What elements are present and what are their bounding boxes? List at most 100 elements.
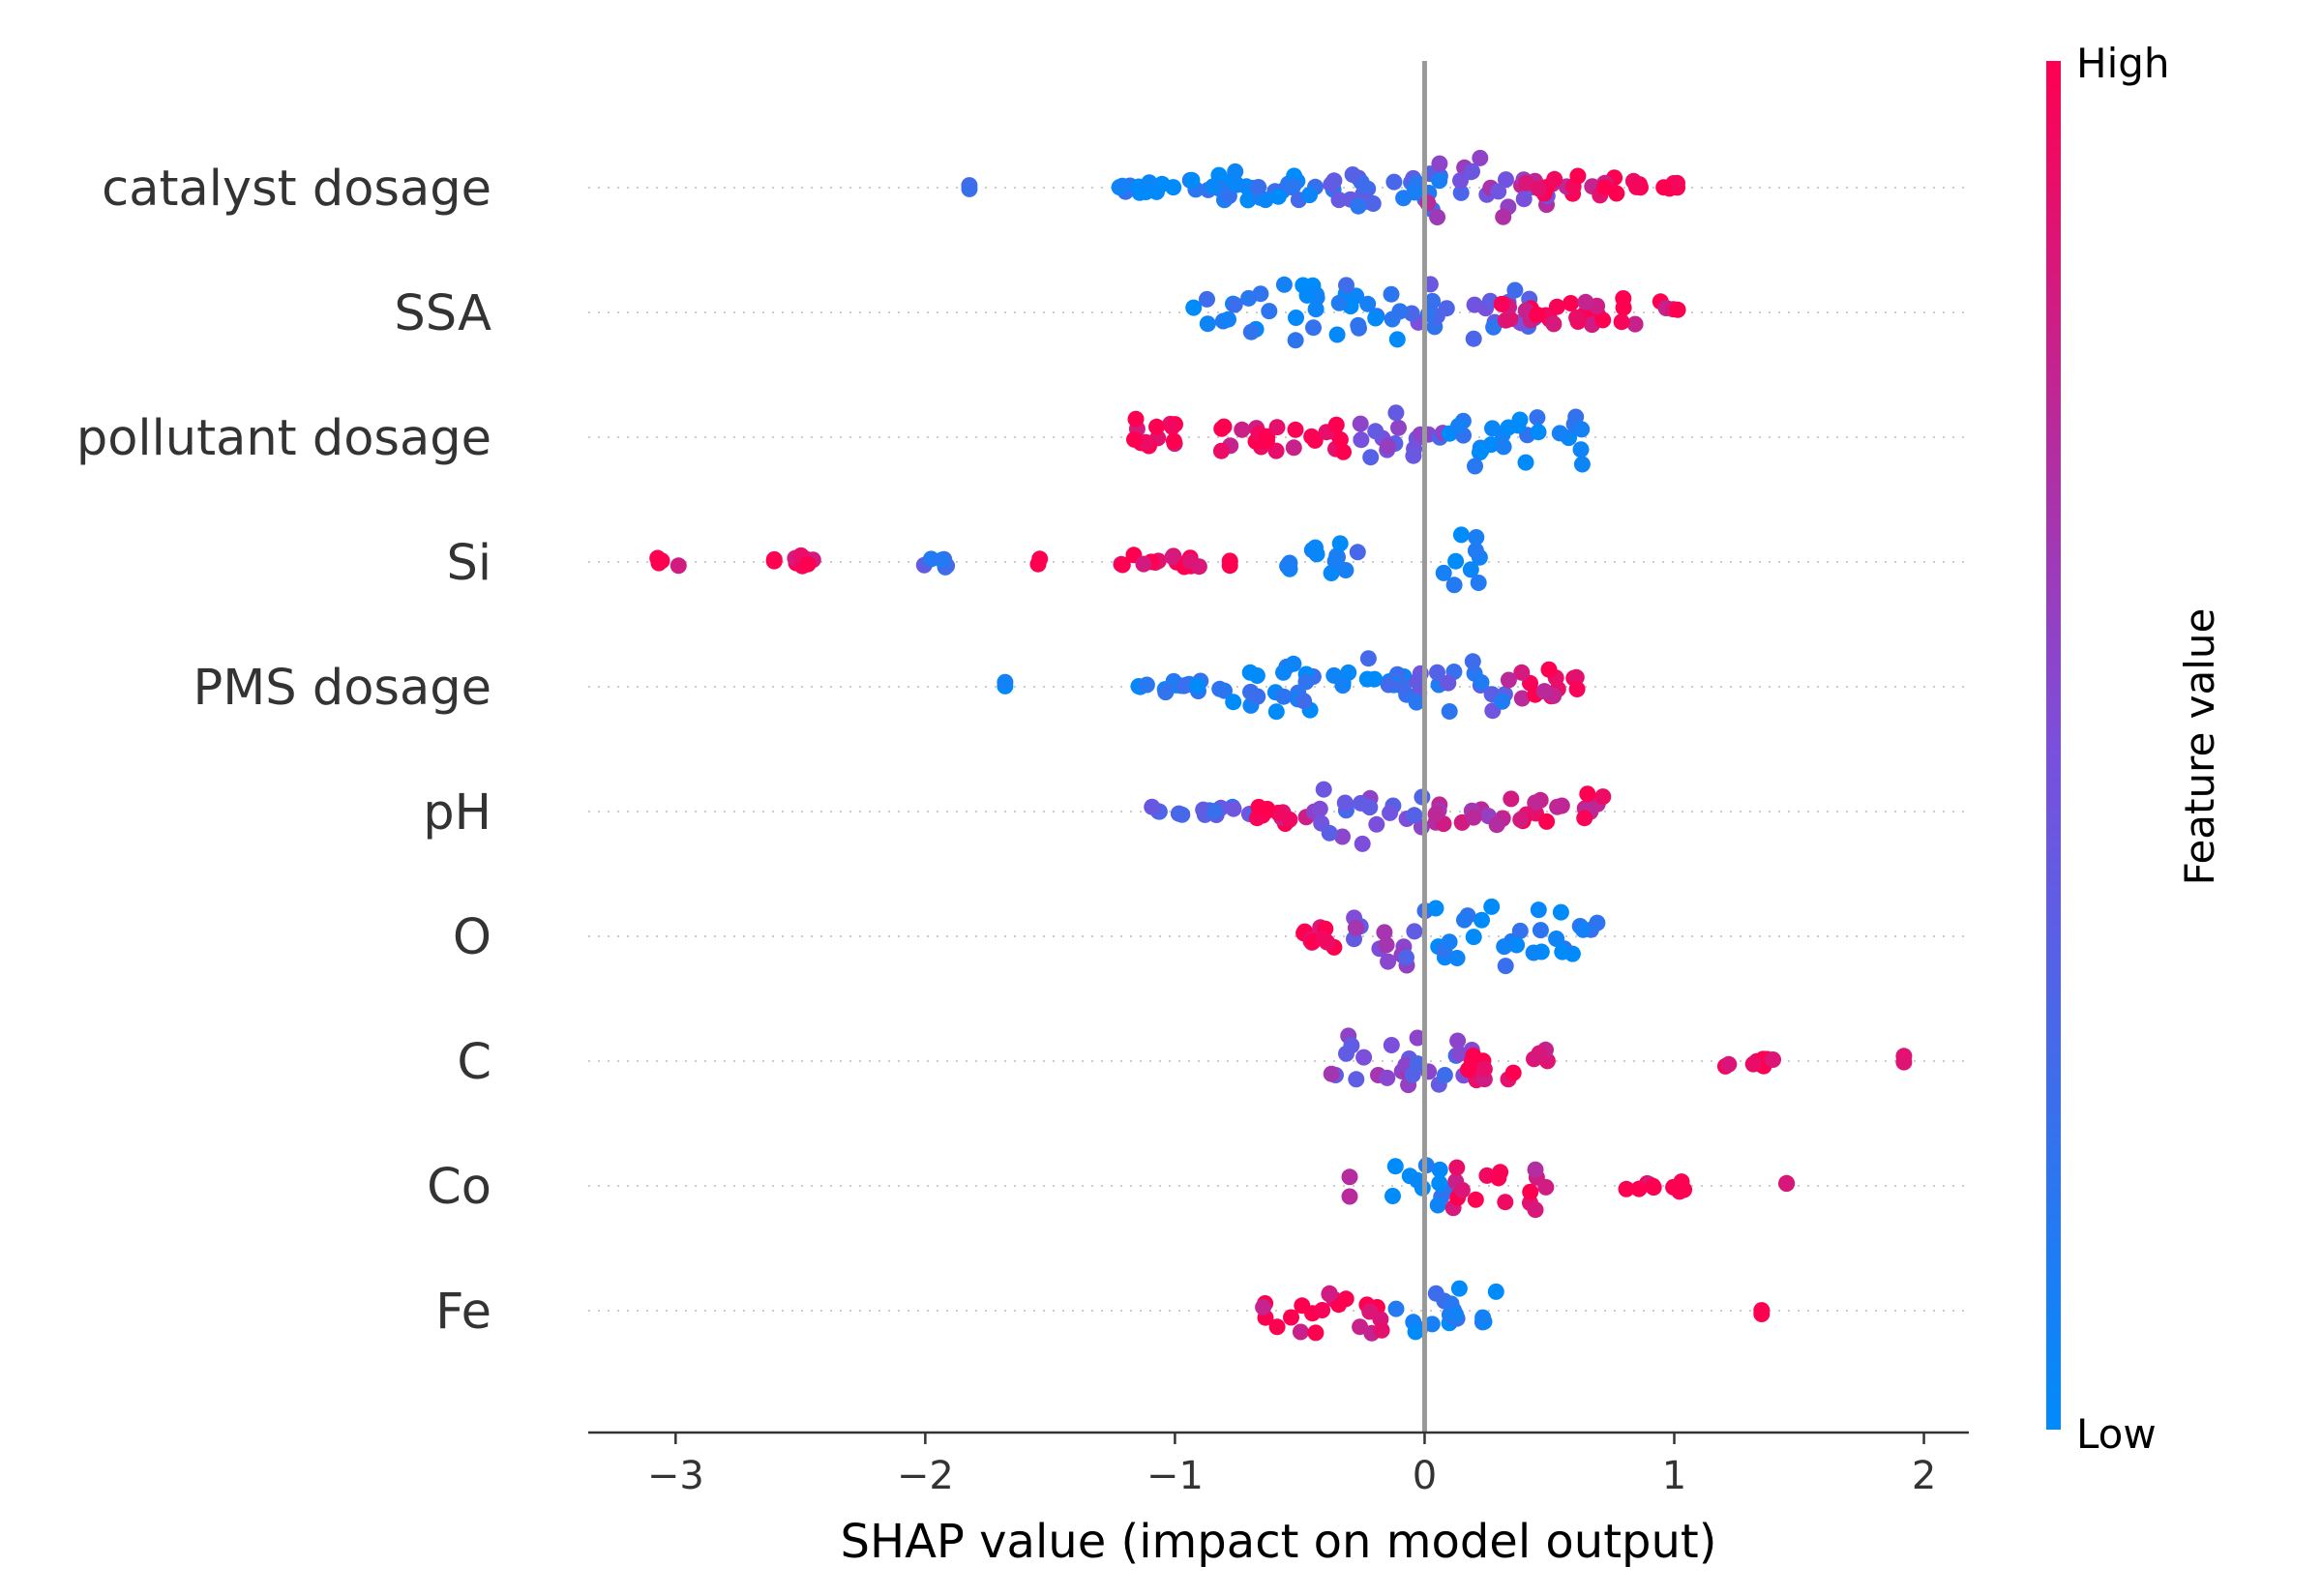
shap-point xyxy=(1285,439,1302,457)
shap-point xyxy=(1549,798,1566,815)
shap-point xyxy=(1513,690,1531,707)
shap-point xyxy=(1626,315,1644,333)
shap-point xyxy=(1354,835,1371,852)
feature-label: O xyxy=(453,909,491,966)
shap-point xyxy=(1407,1323,1424,1341)
shap-point xyxy=(1288,310,1304,326)
shap-point xyxy=(1440,674,1457,692)
shap-point xyxy=(1234,421,1251,438)
shap-point xyxy=(1655,179,1673,196)
shap-point xyxy=(1314,1302,1331,1318)
shap-point xyxy=(1473,442,1490,459)
shap-point xyxy=(1568,681,1586,697)
shap-point xyxy=(1453,1181,1471,1198)
shap-point xyxy=(1380,953,1397,970)
shap-point xyxy=(1331,431,1349,448)
shap-point xyxy=(1594,788,1612,806)
shap-point xyxy=(1673,1173,1690,1191)
shap-point xyxy=(1250,179,1267,195)
shap-point xyxy=(1347,919,1364,936)
shap-point xyxy=(1563,295,1579,311)
colorbar-low-label: Low xyxy=(2076,1410,2157,1458)
shap-point xyxy=(1669,301,1686,318)
shap-point xyxy=(1441,933,1458,951)
shap-point xyxy=(961,180,978,197)
shap-point xyxy=(1466,296,1483,313)
shap-point xyxy=(1287,421,1304,438)
shap-point xyxy=(1467,1191,1484,1208)
shap-point xyxy=(1613,313,1630,331)
shap-point xyxy=(1456,911,1473,929)
shap-point xyxy=(1242,323,1260,340)
shap-point xyxy=(1213,420,1231,437)
feature-label: C xyxy=(457,1034,491,1091)
shap-point xyxy=(1449,1032,1467,1049)
shap-point xyxy=(1529,409,1546,427)
shap-point xyxy=(1484,420,1501,437)
shap-point xyxy=(1359,295,1377,312)
colorbar-high-label: High xyxy=(2076,40,2170,87)
shap-point xyxy=(1226,296,1243,313)
shap-point xyxy=(1427,1285,1444,1302)
feature-label: SSA xyxy=(394,285,491,342)
shap-point xyxy=(1176,677,1193,695)
shap-point xyxy=(1361,1303,1379,1320)
shap-point xyxy=(1298,286,1316,304)
x-axis-title: SHAP value (impact on model output) xyxy=(841,1515,1717,1569)
shap-point xyxy=(1305,319,1322,337)
shap-point xyxy=(1294,1297,1311,1315)
shap-point xyxy=(1164,418,1181,435)
shap-point xyxy=(1495,208,1512,225)
shap-point xyxy=(1307,301,1325,318)
shap-point xyxy=(1126,430,1143,448)
feature-label: Fe xyxy=(435,1284,491,1341)
shap-point xyxy=(1474,1309,1492,1326)
shap-point xyxy=(1472,149,1489,166)
shap-point xyxy=(1364,195,1382,212)
shap-point xyxy=(1618,1180,1635,1197)
shap-point xyxy=(1465,330,1482,347)
shap-point xyxy=(1464,653,1481,670)
shap-point xyxy=(1414,788,1431,806)
shap-point xyxy=(1753,1306,1771,1322)
x-tick-label: −1 xyxy=(1146,1454,1204,1498)
shap-point xyxy=(1530,180,1547,197)
shap-point xyxy=(1485,318,1503,336)
shap-point xyxy=(1530,901,1547,919)
shap-point xyxy=(1895,1048,1913,1065)
shap-point xyxy=(1341,1188,1358,1205)
shap-point xyxy=(1744,1055,1762,1073)
shap-point xyxy=(1387,404,1405,422)
shap-point xyxy=(1527,794,1544,812)
shap-point xyxy=(1336,794,1354,812)
shap-point xyxy=(1427,900,1444,917)
shap-point xyxy=(1531,1045,1548,1062)
shap-point xyxy=(1527,1161,1544,1178)
shap-point xyxy=(1778,1175,1796,1193)
shap-point xyxy=(1220,310,1236,328)
x-tick-label: −2 xyxy=(897,1454,954,1498)
shap-point xyxy=(1500,671,1517,689)
x-tick-label: 2 xyxy=(1912,1454,1936,1498)
shap-point xyxy=(1406,807,1423,824)
shap-point xyxy=(1448,950,1466,966)
shap-point xyxy=(1334,828,1351,845)
shap-point xyxy=(1487,1283,1504,1300)
shap-point xyxy=(1406,923,1423,940)
shap-point xyxy=(1382,804,1399,821)
shap-point xyxy=(1409,1055,1426,1073)
shap-point xyxy=(1384,1188,1401,1204)
shap-point xyxy=(1594,311,1612,329)
shap-point xyxy=(1568,310,1586,326)
shap-point xyxy=(1490,1169,1507,1187)
shap-point xyxy=(1341,1168,1358,1186)
shap-point xyxy=(1467,542,1484,559)
shap-point xyxy=(1283,1309,1299,1326)
feature-label: PMS dosage xyxy=(194,660,492,717)
shap-point xyxy=(1462,561,1479,578)
shap-point xyxy=(997,673,1014,691)
shap-point xyxy=(1352,415,1369,432)
shap-point xyxy=(1315,781,1332,798)
shap-point xyxy=(934,551,951,569)
shap-point xyxy=(1431,1174,1448,1192)
